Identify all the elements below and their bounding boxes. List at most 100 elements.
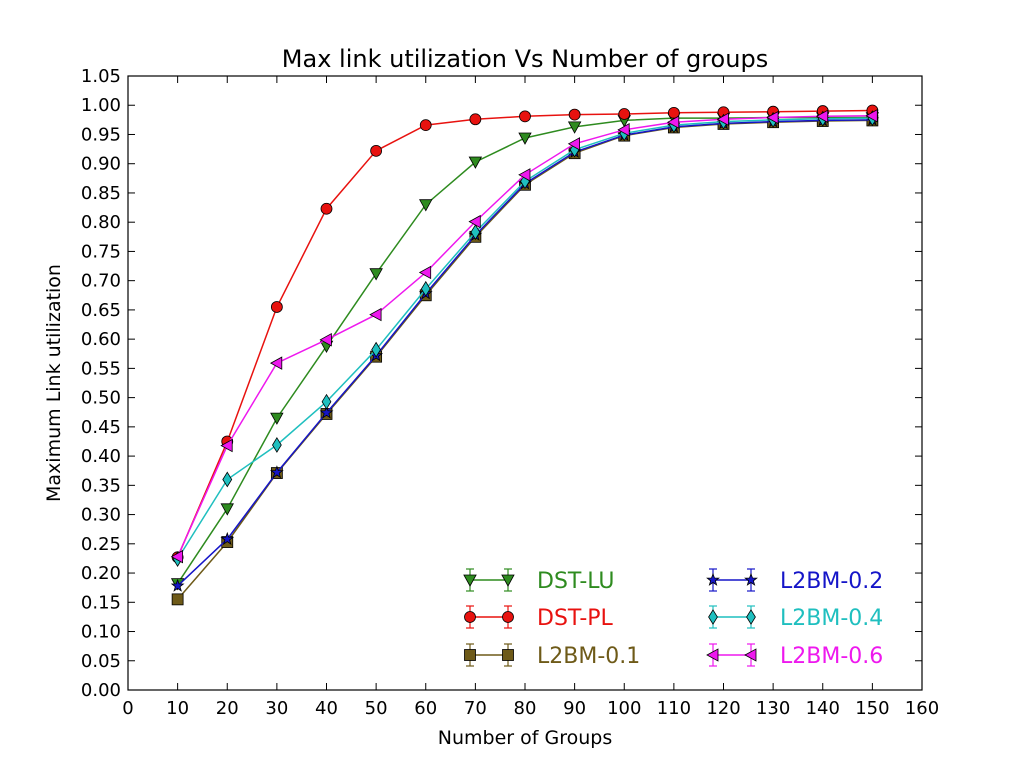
data-point (618, 108, 631, 120)
y-axis-label: Maximum Link utilization (43, 264, 65, 502)
data-point (370, 144, 383, 157)
series-l2bm-0-6 (170, 109, 878, 564)
y-tick-label: 0.05 (81, 651, 121, 672)
legend-marker (464, 649, 476, 661)
x-tick-label: 130 (756, 698, 790, 719)
data-point (567, 137, 580, 151)
legend-marker (708, 609, 718, 625)
data-point (617, 123, 630, 137)
data-point (369, 268, 383, 281)
x-tick-label: 50 (365, 698, 388, 719)
data-point (222, 471, 233, 488)
x-tick-label: 70 (464, 698, 487, 719)
data-point (220, 438, 233, 453)
data-point (716, 112, 729, 126)
legend-label: DST-LU (537, 569, 615, 594)
x-tick-label: 150 (855, 698, 889, 719)
data-point (371, 341, 381, 358)
data-point (469, 113, 482, 126)
y-tick-label: 0.95 (81, 124, 121, 145)
legend-marker (706, 572, 720, 586)
data-point (269, 465, 284, 479)
y-tick-label: 0.65 (81, 300, 121, 321)
series-l2bm-0-4 (172, 110, 878, 567)
legend-label: L2BM-0.2 (780, 569, 883, 594)
data-point (518, 132, 532, 145)
data-point (272, 437, 282, 453)
x-tick-label: 30 (265, 698, 288, 719)
x-tick-label: 60 (414, 698, 437, 719)
y-tick-label: 0.75 (81, 241, 121, 262)
data-point (220, 503, 234, 516)
x-tick-label: 90 (563, 698, 586, 719)
legend-entry: L2BM-0.4 (708, 605, 883, 631)
x-tick-label: 20 (216, 698, 239, 719)
data-point (319, 333, 332, 347)
y-tick-label: 0.70 (81, 271, 121, 292)
legend-entry: DST-PL (464, 605, 614, 631)
y-tick-label: 0.20 (81, 563, 121, 584)
legend-marker (744, 572, 758, 586)
data-point (419, 119, 432, 132)
data-point (420, 280, 431, 297)
legend-marker (746, 609, 756, 625)
legend: DST-LU DST-PL L2BM-0.1 L2BM-0.2 L2BM-0.4 L2BM… (463, 568, 883, 669)
x-tick-label: 110 (657, 698, 691, 719)
data-point (418, 265, 432, 280)
data-point (171, 593, 184, 606)
x-tick-label: 100 (607, 698, 641, 719)
plot-frame (127, 75, 923, 691)
y-tick-label: 0.50 (81, 388, 121, 409)
x-axis: 0 10 20 30 40 50 60 70 80 90 100 110 120 130 140 150 160 (122, 76, 939, 719)
data-point (320, 202, 333, 215)
legend-entry: DST-LU (463, 568, 615, 594)
y-tick-label: 0.55 (81, 358, 121, 379)
y-tick-label: 0.80 (81, 212, 121, 233)
x-tick-label: 80 (514, 698, 537, 719)
data-point (170, 578, 185, 592)
data-point (568, 108, 581, 121)
chart-title: Max link utilization Vs Number of groups (282, 45, 768, 73)
plot-area (170, 104, 880, 606)
y-tick-label: 0.15 (81, 592, 121, 613)
legend-marker (502, 649, 514, 661)
x-tick-label: 120 (706, 698, 740, 719)
legend-marker (501, 574, 515, 587)
legend-marker (502, 611, 514, 623)
data-point (269, 356, 283, 370)
data-point (270, 301, 283, 313)
x-tick-label: 0 (122, 698, 133, 719)
y-tick-label: 0.60 (81, 329, 121, 350)
legend-marker (463, 574, 477, 587)
y-tick-label: 0.10 (81, 622, 121, 643)
data-point (319, 405, 334, 419)
data-point (518, 168, 531, 182)
legend-marker (706, 648, 719, 662)
y-tick-label: 0.30 (81, 505, 121, 526)
legend-label: DST-PL (537, 606, 614, 631)
x-tick-label: 10 (166, 698, 189, 719)
y-tick-label: 1.05 (81, 66, 121, 87)
x-tick-label: 40 (315, 698, 338, 719)
legend-entry: L2BM-0.6 (706, 643, 883, 669)
legend-marker (744, 648, 757, 662)
legend-entry: L2BM-0.2 (706, 568, 883, 594)
legend-label: L2BM-0.1 (537, 644, 640, 669)
x-axis-label: Number of Groups (438, 727, 612, 749)
y-tick-label: 0.40 (81, 446, 121, 467)
data-point (369, 307, 382, 322)
data-point (270, 412, 284, 425)
data-point (766, 110, 779, 125)
data-point (468, 156, 483, 169)
data-point (567, 121, 582, 134)
data-point (470, 224, 481, 241)
y-tick-label: 0.85 (81, 183, 121, 204)
x-tick-label: 140 (806, 698, 840, 719)
data-point (419, 199, 433, 212)
legend-entry: L2BM-0.1 (464, 643, 640, 669)
data-point (666, 115, 680, 129)
legend-marker (464, 611, 476, 623)
y-tick-label: 0.35 (81, 475, 121, 496)
y-tick-label: 0.90 (81, 154, 121, 175)
